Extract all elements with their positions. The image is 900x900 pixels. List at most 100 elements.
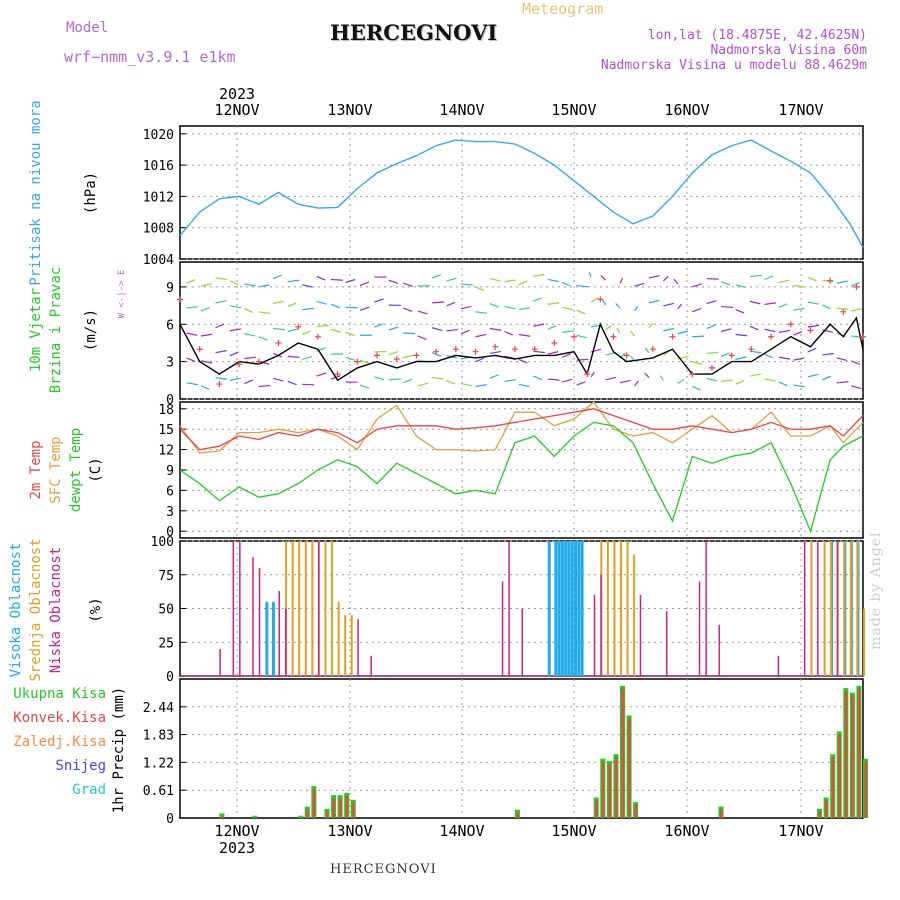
- cloud-bar: [823, 541, 826, 676]
- wind-arrow: [446, 328, 459, 332]
- wind-arrow: [215, 323, 225, 329]
- wind-arrow: [851, 385, 862, 390]
- wind-arrow: [345, 278, 356, 284]
- wind-arrow: [576, 284, 589, 288]
- tick-label-y: 0.61: [143, 784, 174, 799]
- wind-arrow: [388, 279, 399, 284]
- day-label-top: 15NOV: [551, 101, 596, 119]
- cloud-bar: [705, 541, 707, 676]
- wind-arrow: [244, 356, 256, 360]
- tick-label-y: 1.83: [143, 729, 174, 744]
- wind-arrow: [807, 373, 819, 378]
- day-label-bottom: 17NOV: [778, 822, 823, 840]
- wind-arrow: [648, 299, 660, 304]
- wind-arrow: [273, 300, 284, 305]
- gust-marker: [295, 323, 302, 330]
- wind-arrow: [489, 327, 502, 331]
- wind-arrow: [229, 377, 241, 382]
- wind-arrow: [692, 335, 705, 338]
- wind-arrow: [229, 351, 239, 357]
- wind-arrow: [200, 333, 213, 337]
- gust-marker: [787, 321, 794, 328]
- model-elevation-info: Nadmorska Visina u modelu 88.4629m: [600, 58, 867, 73]
- wind-arrow: [518, 358, 528, 364]
- wind-arrow: [258, 384, 271, 388]
- gust-marker: [216, 381, 223, 388]
- cloud-bar: [560, 541, 564, 676]
- wind-arrow: [186, 382, 198, 386]
- wind-arrow: [374, 298, 384, 303]
- wind-arrow: [359, 306, 370, 311]
- gust-marker: [492, 343, 499, 350]
- precip-bar-conv: [312, 789, 316, 818]
- tick-label-y: 3: [166, 356, 174, 371]
- wind-arrow: [807, 301, 819, 305]
- gust-marker: [807, 327, 814, 334]
- wind-arrow: [706, 351, 719, 355]
- wind-arrow: [720, 352, 730, 357]
- wind-arrow: [836, 307, 849, 311]
- wind-arrow: [287, 279, 300, 283]
- wind-arrow: [633, 380, 639, 387]
- wind-arrow: [605, 376, 617, 381]
- wind-arrow: [374, 376, 385, 381]
- high-cloud-axis-label: Visoka Oblacnost: [8, 543, 24, 678]
- wind-arrow: [258, 336, 268, 341]
- cloud-bar: [219, 649, 221, 676]
- wind-arrow: [287, 380, 297, 386]
- precip-axis-label: 1hr Precip (mm): [111, 687, 127, 813]
- precip-legend-item: Konvek.Kisa: [13, 710, 106, 726]
- cloud-bar: [836, 541, 839, 676]
- gust-marker: [649, 346, 656, 353]
- year-label-bottom: 2023: [219, 839, 255, 857]
- wind-arrow: [518, 383, 530, 388]
- wind-arrow: [590, 297, 598, 303]
- cloud-bar: [547, 541, 551, 676]
- wind-arrow: [273, 377, 284, 382]
- cloud-bar: [311, 541, 314, 676]
- wind-arrow: [330, 328, 341, 333]
- wind-arrow: [663, 327, 675, 332]
- gust-marker: [393, 356, 400, 363]
- wind-arrow: [345, 356, 355, 361]
- cloud-bar: [863, 608, 865, 676]
- year-label-top: 2023: [219, 85, 255, 103]
- wind-arrow: [764, 328, 776, 333]
- cloud-bar: [600, 574, 602, 676]
- gust-marker: [768, 333, 775, 340]
- panel-precip: [179, 678, 864, 819]
- gust-marker: [610, 333, 617, 340]
- wind-arrow: [489, 374, 499, 379]
- wind-arrow: [533, 350, 545, 354]
- wind-arrow: [562, 378, 573, 383]
- gust-marker: [708, 364, 715, 371]
- precip-bar-conv: [851, 695, 854, 818]
- cloud-bar: [567, 541, 571, 676]
- day-label-top: 12NOV: [214, 101, 259, 119]
- wind-arrow: [562, 306, 573, 311]
- cloud-bar: [777, 655, 780, 676]
- wind-arrow: [562, 330, 574, 333]
- wind-arrow: [764, 353, 774, 359]
- wind-arrow: [648, 322, 654, 329]
- dewpoint-line: [179, 421, 864, 534]
- wind-arrow: [229, 328, 242, 332]
- cloud-bar: [639, 595, 642, 676]
- wind-arrow: [316, 300, 327, 305]
- precip-bar-conv: [844, 691, 848, 818]
- tick-label-y: 100: [151, 535, 174, 550]
- wind-arrow: [633, 305, 639, 312]
- gust-marker: [551, 339, 558, 346]
- cloud-bar: [698, 581, 701, 676]
- cloud-bar: [271, 601, 275, 676]
- temp-2m-line: [179, 408, 864, 451]
- precip-bar-conv: [601, 761, 605, 818]
- pressure-axis-label: Pritisak na nivou mora: [28, 100, 44, 285]
- precip-bar-conv: [325, 811, 329, 818]
- wind-arrow: [273, 327, 285, 331]
- day-label-bottom: 16NOV: [664, 822, 709, 840]
- plot-frame: [179, 125, 864, 260]
- wind-axis-label: 10m Vjetar: [28, 288, 44, 372]
- tick-label-y: 0: [166, 812, 174, 827]
- wind-arrow: [403, 354, 414, 359]
